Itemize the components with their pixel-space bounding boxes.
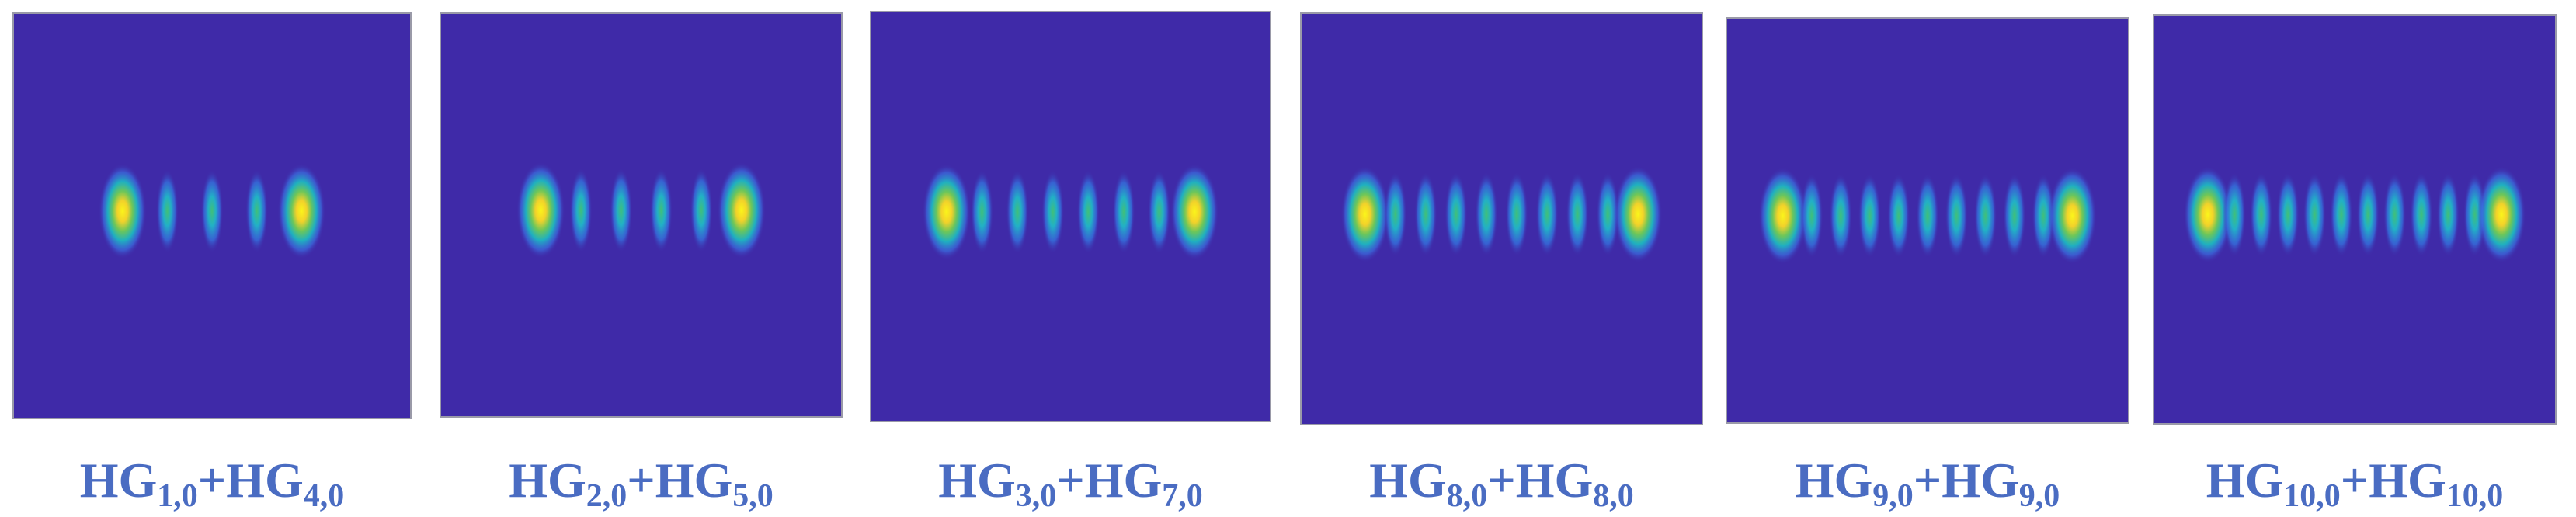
outer-lobe [2048, 167, 2097, 265]
outer-lobe [1170, 164, 1219, 260]
outer-lobe [1614, 165, 1663, 263]
inner-lobe [2032, 173, 2055, 258]
inner-lobe [2250, 172, 2273, 257]
inner-lobe [2276, 172, 2300, 257]
panel-label: HG3,0+HG7,0 [938, 453, 1203, 514]
inner-lobe [1887, 173, 1910, 258]
mode-name: HG [1796, 453, 1873, 508]
operator: + [1487, 453, 1515, 508]
outer-lobe [2183, 166, 2233, 263]
mode-index: 10,0 [2446, 478, 2504, 514]
outer-lobe [1758, 167, 1807, 265]
mode-index: 4,0 [304, 478, 345, 514]
inner-lobe [156, 169, 179, 253]
inner-lobe [1800, 173, 1823, 258]
mode-index: 8,0 [1593, 478, 1634, 514]
mode-name: HG [2206, 453, 2284, 508]
panel [2153, 14, 2557, 425]
outer-lobe [717, 161, 766, 259]
inner-lobe [1974, 173, 1997, 258]
panel-label: HG1,0+HG4,0 [80, 453, 345, 514]
panel-label: HG8,0+HG8,0 [1369, 453, 1634, 514]
panel-image [440, 12, 843, 418]
inner-lobe [2356, 172, 2380, 257]
mode-name: HG [938, 453, 1016, 508]
mode-index: 3,0 [1016, 478, 1057, 514]
outer-lobe [516, 161, 565, 259]
mode-name: HG [80, 453, 158, 508]
inner-lobe [2223, 172, 2246, 257]
inner-lobe [610, 168, 633, 253]
operator: + [2341, 453, 2369, 508]
panel [1300, 12, 1703, 425]
inner-lobe [971, 169, 993, 255]
mode-index: 7,0 [1162, 478, 1203, 514]
outer-lobe [2477, 166, 2526, 263]
panel [1726, 17, 2129, 424]
mode-name: HG [655, 453, 733, 508]
inner-lobe [1945, 173, 1968, 258]
inner-lobe [649, 168, 673, 253]
outer-lobe [1340, 165, 1389, 263]
panel-label: HG9,0+HG9,0 [1796, 453, 2060, 514]
operator: + [627, 453, 655, 508]
inner-lobe [2436, 172, 2460, 257]
inner-lobe [2410, 172, 2433, 257]
inner-lobe [1475, 172, 1498, 257]
operator: + [1914, 453, 1942, 508]
panel [440, 12, 843, 418]
inner-lobe [1148, 169, 1170, 255]
mode-name: HG [1516, 453, 1594, 508]
mode-index: 10,0 [2283, 478, 2341, 514]
outer-lobe [922, 164, 971, 260]
inner-lobe [1505, 172, 1528, 257]
inner-lobe [200, 169, 224, 253]
panel-label: HG10,0+HG10,0 [2206, 453, 2504, 514]
inner-lobe [690, 168, 713, 253]
inner-lobe [2303, 172, 2326, 257]
mode-index: 8,0 [1447, 478, 1488, 514]
mode-name: HG [1942, 453, 2019, 508]
mode-name: HG [1369, 453, 1447, 508]
inner-lobe [2003, 173, 2026, 258]
inner-lobe [1566, 172, 1589, 257]
operator: + [198, 453, 226, 508]
outer-lobe [99, 163, 147, 259]
mode-index: 9,0 [2019, 478, 2060, 514]
mode-name: HG [2369, 453, 2446, 508]
inner-lobe [2330, 172, 2353, 257]
inner-lobe [1006, 169, 1029, 255]
mode-name: HG [509, 453, 586, 508]
inner-lobe [1535, 172, 1559, 257]
inner-lobe [1076, 169, 1100, 255]
operator: + [1056, 453, 1084, 508]
inner-lobe [245, 169, 268, 253]
inner-lobe [1858, 173, 1881, 258]
inner-lobe [2383, 172, 2407, 257]
inner-lobe [1041, 169, 1065, 255]
mode-index: 5,0 [732, 478, 773, 514]
mode-index: 9,0 [1872, 478, 1914, 514]
mode-name: HG [1085, 453, 1163, 508]
inner-lobe [1414, 172, 1437, 257]
inner-lobe [1112, 169, 1135, 255]
inner-lobe [1916, 173, 1939, 258]
inner-lobe [1596, 172, 1619, 257]
outer-lobe [277, 163, 325, 259]
inner-lobe [1444, 172, 1468, 257]
panel [870, 11, 1271, 422]
inner-lobe [569, 168, 593, 253]
inner-lobe [1384, 172, 1407, 257]
panel-label: HG2,0+HG5,0 [509, 453, 773, 514]
inner-lobe [1829, 173, 1852, 258]
mode-index: 1,0 [157, 478, 198, 514]
mode-name: HG [226, 453, 304, 508]
mode-index: 2,0 [586, 478, 627, 514]
panel [12, 12, 412, 419]
